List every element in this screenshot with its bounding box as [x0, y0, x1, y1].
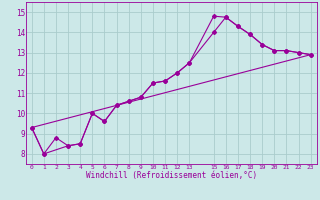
X-axis label: Windchill (Refroidissement éolien,°C): Windchill (Refroidissement éolien,°C)	[86, 171, 257, 180]
